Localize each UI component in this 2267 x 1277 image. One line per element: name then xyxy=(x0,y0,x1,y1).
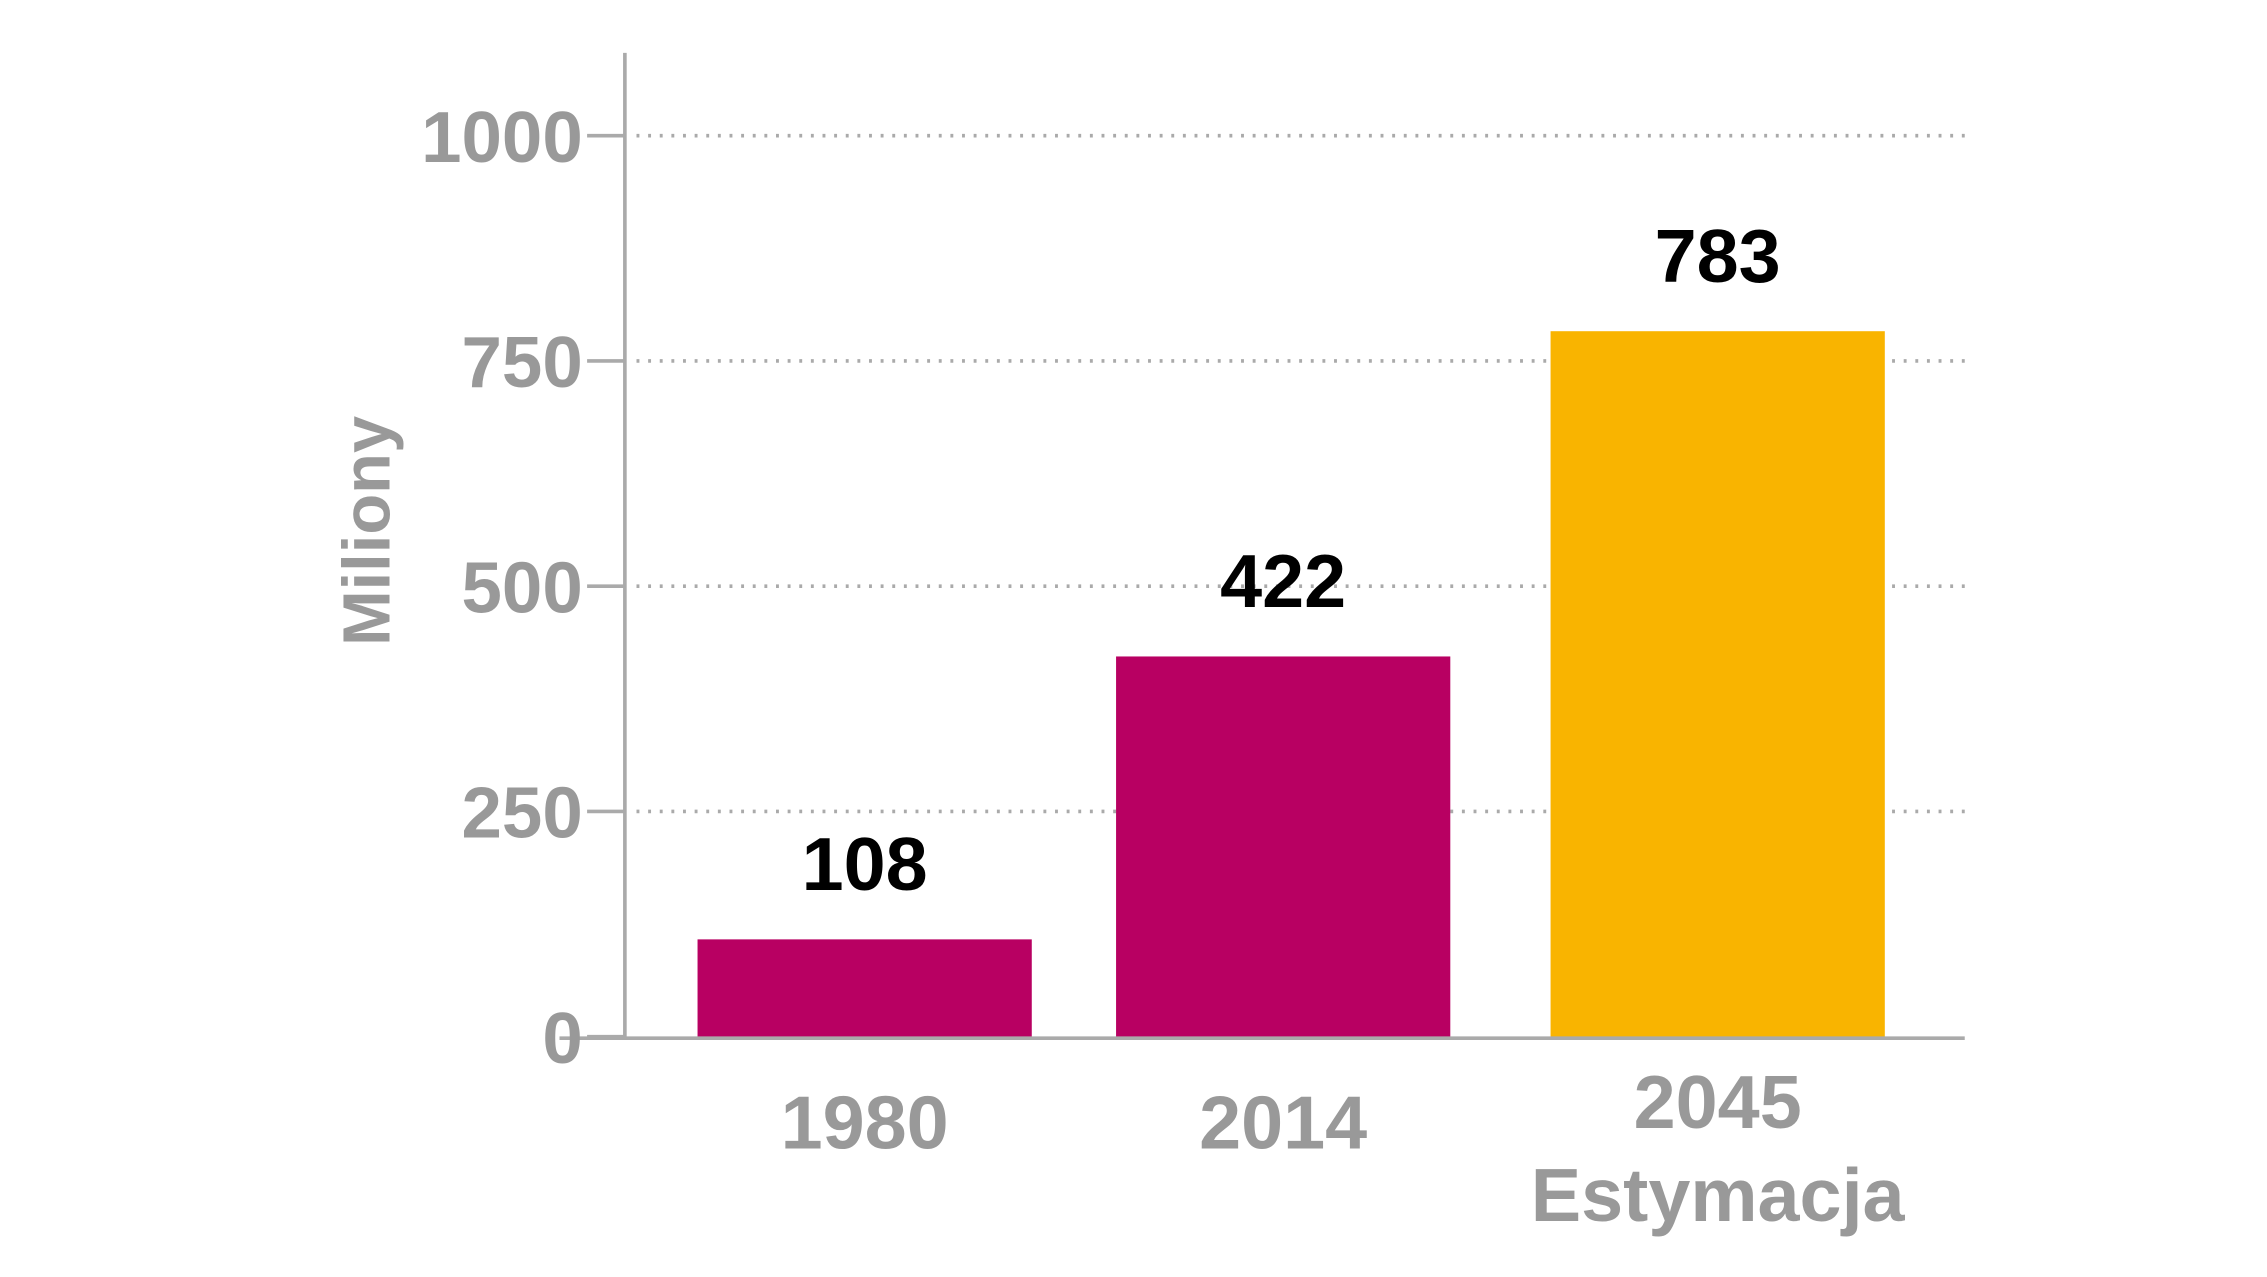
x-tick-label: 1980 xyxy=(781,1082,949,1166)
data-label: 108 xyxy=(802,823,928,907)
y-tick-label: 1000 xyxy=(421,97,583,178)
bars: 108 422 783 xyxy=(697,215,1885,1037)
data-label: 422 xyxy=(1220,540,1346,624)
bar-2014 xyxy=(1116,656,1451,1037)
y-tick-label: 500 xyxy=(462,547,583,628)
y-axis-label: Miliony xyxy=(329,416,404,646)
y-tick-label: 750 xyxy=(462,322,583,403)
x-tick-sublabel: Estymacja xyxy=(1531,1154,1906,1238)
x-tick-label: 2014 xyxy=(1199,1082,1367,1166)
category-labels: 1980 2014 2045 Estymacja xyxy=(781,1061,1906,1238)
data-label: 783 xyxy=(1655,215,1781,299)
bar-2045 xyxy=(1550,331,1885,1037)
y-tick-label: 0 xyxy=(542,998,582,1079)
bar-1980 xyxy=(697,939,1032,1037)
y-tick-labels: 0 250 500 750 1000 xyxy=(421,97,625,1079)
y-tick-label: 250 xyxy=(462,773,583,854)
x-tick-label: 2045 xyxy=(1634,1061,1802,1145)
